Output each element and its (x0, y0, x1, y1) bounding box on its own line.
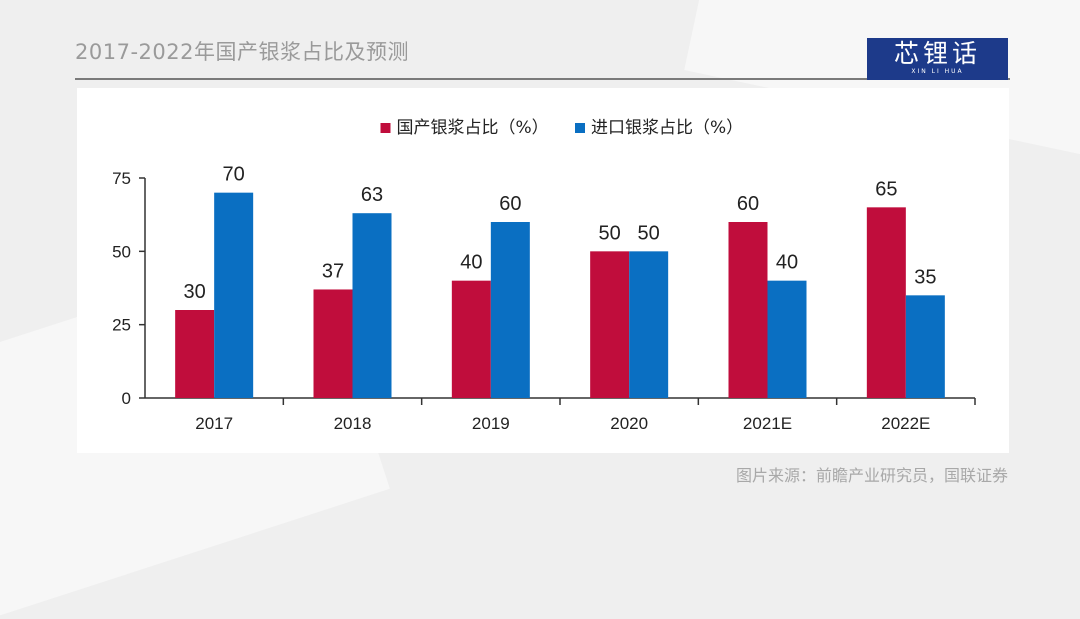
bar-import (905, 295, 945, 398)
bar-domestic (866, 207, 906, 398)
data-label: 60 (737, 193, 759, 215)
x-tick-label: 2017 (195, 414, 233, 433)
x-tick-label: 2020 (610, 414, 648, 433)
brand-logo: 芯锂话 XIN LI HUA (867, 38, 1008, 80)
legend-label: 国产银浆占比（%） (397, 118, 549, 138)
x-tick-label: 2022E (881, 414, 930, 433)
bar-import (629, 251, 669, 398)
chart-panel: 国产银浆占比（%） 进口银浆占比（%） 0 25 50 75 2017 30 70 2018 37 6… (77, 88, 1009, 453)
data-label: 65 (875, 178, 897, 200)
bar-import (767, 280, 807, 398)
data-label: 50 (638, 222, 660, 244)
bar-import (352, 213, 392, 398)
x-tick-label: 2021E (743, 414, 792, 433)
data-label: 60 (499, 193, 521, 215)
bar-domestic (728, 222, 768, 398)
data-label: 70 (223, 164, 245, 186)
bar-chart: 国产银浆占比（%） 进口银浆占比（%） 0 25 50 75 2017 30 70 2018 37 6… (112, 118, 976, 433)
legend-swatch (575, 123, 585, 133)
y-tick-label: 75 (112, 169, 131, 188)
bar-domestic (175, 310, 215, 398)
data-label: 40 (776, 252, 798, 274)
title-divider (75, 78, 1010, 80)
data-label: 37 (322, 260, 344, 282)
data-label: 30 (184, 281, 206, 303)
data-label: 35 (914, 266, 936, 288)
legend-label: 进口银浆占比（%） (591, 118, 743, 138)
data-label: 50 (599, 222, 621, 244)
bar-domestic (451, 280, 491, 398)
bar-import (490, 222, 530, 398)
x-tick-label: 2018 (334, 414, 372, 433)
y-tick-label: 25 (112, 316, 131, 335)
y-tick-label: 0 (122, 389, 131, 408)
bar-domestic (590, 251, 630, 398)
logo-text: 芯锂话 (893, 39, 981, 68)
y-tick-label: 50 (112, 242, 131, 261)
slide-title: 2017-2022年国产银浆占比及预测 (75, 40, 409, 64)
legend-swatch (380, 123, 391, 133)
logo-subtext: XIN LI HUA (911, 68, 964, 75)
data-label: 40 (460, 252, 482, 274)
data-label: 63 (361, 184, 383, 206)
bar-import (214, 192, 254, 398)
source-note: 图片来源：前瞻产业研究员，国联证券 (735, 466, 1008, 485)
x-tick-label: 2019 (472, 414, 510, 433)
bar-domestic (313, 289, 353, 398)
